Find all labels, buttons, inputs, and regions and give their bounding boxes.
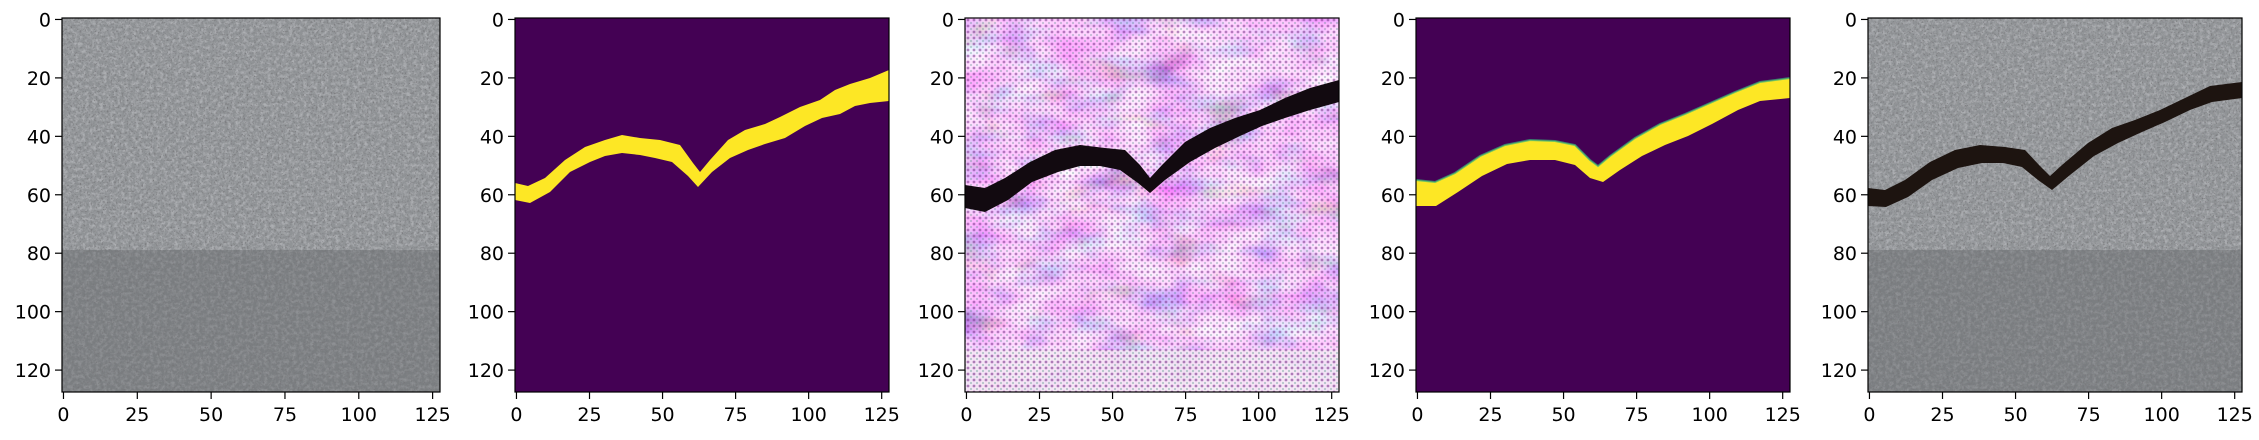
x-tick-label: 125 xyxy=(1314,404,1350,426)
x-tick-label: 100 xyxy=(1692,404,1728,426)
x-tick-label: 100 xyxy=(2144,404,2180,426)
y-tick-label: 120 xyxy=(1821,360,1857,382)
y-tick-label: 0 xyxy=(1845,9,1857,31)
panel-4 xyxy=(1416,18,1790,392)
y-tick-label: 0 xyxy=(39,9,51,31)
y-tick-label: 20 xyxy=(1381,68,1405,90)
y-tick-label: 40 xyxy=(1381,126,1405,148)
y-tick-label: 40 xyxy=(480,126,504,148)
y-tick-label: 20 xyxy=(480,68,504,90)
x-tick-label: 0 xyxy=(1411,404,1423,426)
y-tick-label: 120 xyxy=(1369,360,1405,382)
y-tick-label: 60 xyxy=(1381,185,1405,207)
panel-2 xyxy=(515,18,889,392)
y-tick-label: 60 xyxy=(480,185,504,207)
y-tick-label: 120 xyxy=(15,360,51,382)
y-tick-label: 20 xyxy=(1833,68,1857,90)
y-tick-label: 40 xyxy=(930,126,954,148)
y-tick-label: 80 xyxy=(1381,243,1405,265)
x-tick-label: 125 xyxy=(1765,404,1801,426)
x-tick-label: 0 xyxy=(1863,404,1875,426)
y-tick-label: 60 xyxy=(930,185,954,207)
x-tick-label: 100 xyxy=(341,404,377,426)
y-tick-label: 100 xyxy=(15,302,51,324)
x-tick-label: 50 xyxy=(1100,404,1124,426)
y-tick-label: 120 xyxy=(918,360,954,382)
y-tick-label: 120 xyxy=(468,360,504,382)
x-tick-label: 25 xyxy=(1930,404,1954,426)
mask-background-2 xyxy=(515,18,889,392)
x-tick-label: 125 xyxy=(414,404,450,426)
y-tick-label: 100 xyxy=(918,302,954,324)
y-tick-label: 0 xyxy=(1393,9,1405,31)
x-tick-label: 25 xyxy=(577,404,601,426)
panel-5 xyxy=(1868,18,2242,392)
x-tick-label: 25 xyxy=(125,404,149,426)
mask-background-4 xyxy=(1416,18,1790,392)
y-tick-label: 80 xyxy=(930,243,954,265)
x-tick-label: 125 xyxy=(864,404,900,426)
x-tick-label: 75 xyxy=(2077,404,2101,426)
y-tick-label: 100 xyxy=(1369,302,1405,324)
x-tick-label: 0 xyxy=(57,404,69,426)
y-tick-label: 100 xyxy=(1821,302,1857,324)
x-tick-label: 25 xyxy=(1027,404,1051,426)
x-tick-label: 50 xyxy=(650,404,674,426)
panel-3 xyxy=(965,18,1339,392)
x-tick-label: 75 xyxy=(1625,404,1649,426)
x-tick-label: 75 xyxy=(273,404,297,426)
x-tick-label: 100 xyxy=(1241,404,1277,426)
y-tick-label: 100 xyxy=(468,302,504,324)
x-tick-label: 50 xyxy=(199,404,223,426)
x-tick-label: 50 xyxy=(2003,404,2027,426)
y-tick-label: 60 xyxy=(1833,185,1857,207)
panel-1 xyxy=(62,18,440,392)
y-tick-label: 80 xyxy=(27,243,51,265)
y-tick-label: 80 xyxy=(1833,243,1857,265)
y-tick-label: 60 xyxy=(27,185,51,207)
y-tick-label: 40 xyxy=(27,126,51,148)
x-tick-label: 75 xyxy=(1174,404,1198,426)
x-tick-label: 100 xyxy=(791,404,827,426)
x-tick-label: 75 xyxy=(724,404,748,426)
y-tick-label: 80 xyxy=(480,243,504,265)
y-tick-label: 20 xyxy=(930,68,954,90)
x-tick-label: 125 xyxy=(2217,404,2253,426)
x-tick-label: 25 xyxy=(1478,404,1502,426)
x-tick-label: 0 xyxy=(960,404,972,426)
x-tick-label: 50 xyxy=(1551,404,1575,426)
y-tick-label: 0 xyxy=(492,9,504,31)
y-tick-label: 0 xyxy=(942,9,954,31)
y-tick-label: 20 xyxy=(27,68,51,90)
y-tick-label: 40 xyxy=(1833,126,1857,148)
x-tick-label: 0 xyxy=(510,404,522,426)
